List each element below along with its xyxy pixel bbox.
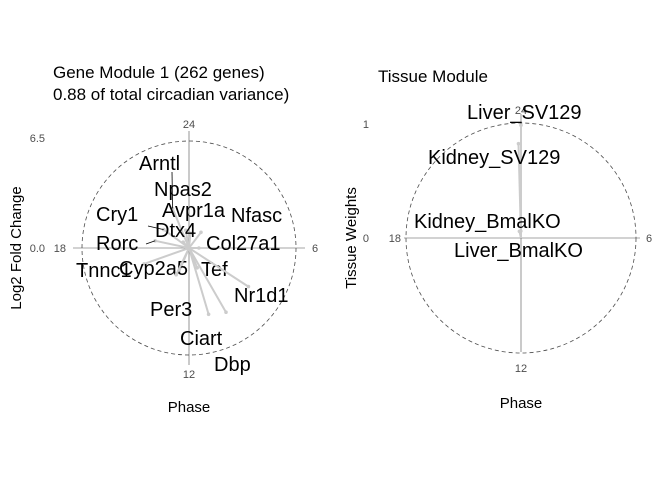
- tissue-label: Liver_SV129: [467, 102, 582, 124]
- gene-point: [174, 272, 178, 277]
- gene-tick-6: 6: [312, 243, 318, 255]
- gene-label: Tnnc1: [76, 260, 132, 282]
- gene-module-chart: Gene Module 1 (262 genes) 0.88 of total …: [8, 63, 318, 416]
- gene-chart-subtitle: 0.88 of total circadian variance): [53, 85, 289, 104]
- tissue-label: Liver_BmalKO: [454, 240, 583, 262]
- gene-point: [195, 266, 199, 270]
- tissue-point: [516, 141, 521, 146]
- tissue-spoke: [517, 143, 522, 239]
- gene-label: Ciart: [180, 328, 223, 350]
- gene-leader-line: [147, 225, 164, 230]
- gene-point: [183, 228, 188, 232]
- tissue-chart-title: Tissue Module: [378, 67, 488, 86]
- gene-point: [199, 230, 203, 235]
- gene-spoke: [188, 231, 202, 249]
- gene-label: Per3: [150, 299, 192, 321]
- gene-label: Arntl: [139, 153, 180, 175]
- tissue-point: [519, 123, 523, 128]
- gene-spoke: [143, 247, 190, 265]
- gene-radius-tick-max: 6.5: [30, 133, 45, 145]
- gene-x-axis-label: Phase: [168, 399, 211, 416]
- tissue-tick-24: 24: [515, 105, 527, 117]
- gene-label: Nfasc: [231, 205, 282, 227]
- gene-label: Col27a1: [206, 233, 281, 255]
- gene-point: [246, 284, 251, 289]
- tissue-marks: Liver_SV129 Kidney_SV129 Kidney_BmalKO Live…: [414, 102, 583, 262]
- gene-spoke: [188, 233, 192, 249]
- gene-point: [142, 262, 146, 266]
- gene-point: [188, 231, 193, 236]
- tissue-tick-12: 12: [515, 363, 527, 375]
- gene-spoke: [171, 208, 190, 249]
- tissue-module-chart: Tissue Module 24 6 12 18 1 0 Phase Tissu…: [343, 67, 652, 412]
- gene-label: Dbp: [214, 354, 251, 376]
- gene-point: [181, 240, 185, 244]
- gene-spoke: [188, 247, 249, 288]
- tissue-label: Kidney_BmalKO: [414, 211, 561, 233]
- tissue-x-axis-label: Phase: [500, 395, 543, 412]
- gene-tick-24: 24: [183, 119, 195, 131]
- tissue-radius-tick-max: 1: [363, 119, 369, 131]
- tissue-radius-tick-zero: 0: [363, 233, 369, 245]
- gene-label: Avpr1a: [162, 200, 226, 222]
- gene-marks: Arntl Npas2 Cry1 Avpr1a Nfasc Dtx4 Rorc Col27a1…: [76, 153, 288, 376]
- tissue-tick-6: 6: [646, 233, 652, 245]
- gene-label: Tef: [201, 259, 228, 281]
- gene-leader-line: [171, 171, 173, 209]
- gene-leader-line: [145, 240, 156, 245]
- gene-label: Dtx4: [155, 220, 196, 242]
- gene-chart-title: Gene Module 1 (262 genes): [53, 63, 265, 82]
- gene-label: Nr1d1: [234, 285, 288, 307]
- gene-point: [197, 246, 201, 250]
- tissue-tick-18: 18: [389, 233, 401, 245]
- gene-label: Npas2: [154, 179, 212, 201]
- gene-spoke: [188, 247, 210, 315]
- tissue-y-axis-label: Tissue Weights: [343, 187, 360, 289]
- gene-label: Cry1: [96, 204, 138, 226]
- gene-tick-18: 18: [54, 243, 66, 255]
- gene-spoke: [188, 247, 227, 313]
- gene-point: [206, 312, 211, 317]
- gene-spoke: [154, 239, 190, 249]
- gene-point: [224, 310, 228, 315]
- gene-tick-12: 12: [183, 369, 195, 381]
- gene-spoke: [175, 247, 190, 276]
- gene-label: Cyp2a5: [119, 258, 188, 280]
- tissue-label: Kidney_SV129: [428, 147, 560, 169]
- gene-y-axis-label: Log2 Fold Change: [8, 186, 25, 309]
- gene-label: Rorc: [96, 233, 138, 255]
- tissue-point: [517, 229, 522, 234]
- gene-radius-tick-zero: 0.0: [30, 243, 45, 255]
